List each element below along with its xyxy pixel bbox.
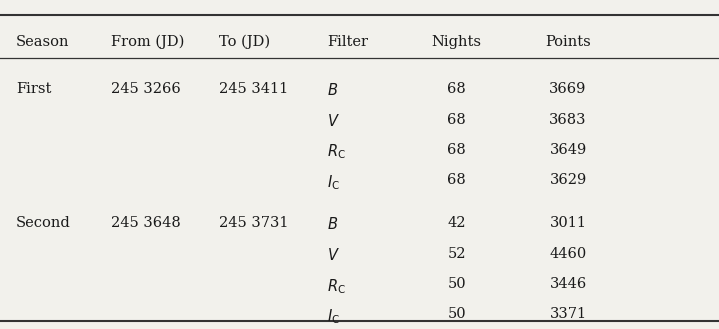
Text: 3011: 3011 bbox=[549, 216, 587, 231]
Text: Second: Second bbox=[16, 216, 70, 231]
Text: 50: 50 bbox=[447, 277, 466, 291]
Text: $V$: $V$ bbox=[327, 247, 340, 263]
Text: Filter: Filter bbox=[327, 35, 368, 49]
Text: 3371: 3371 bbox=[549, 307, 587, 321]
Text: $V$: $V$ bbox=[327, 113, 340, 129]
Text: 3629: 3629 bbox=[549, 173, 587, 187]
Text: 42: 42 bbox=[447, 216, 466, 231]
Text: $B$: $B$ bbox=[327, 82, 338, 98]
Text: $I_\mathrm{C}$: $I_\mathrm{C}$ bbox=[327, 307, 340, 326]
Text: 245 3266: 245 3266 bbox=[111, 82, 181, 96]
Text: 68: 68 bbox=[447, 173, 466, 187]
Text: $I_\mathrm{C}$: $I_\mathrm{C}$ bbox=[327, 173, 340, 192]
Text: 3669: 3669 bbox=[549, 82, 587, 96]
Text: $B$: $B$ bbox=[327, 216, 338, 233]
Text: First: First bbox=[16, 82, 51, 96]
Text: From (JD): From (JD) bbox=[111, 35, 185, 49]
Text: Points: Points bbox=[545, 35, 591, 49]
Text: 245 3731: 245 3731 bbox=[219, 216, 289, 231]
Text: Season: Season bbox=[16, 35, 69, 49]
Text: 245 3648: 245 3648 bbox=[111, 216, 181, 231]
Text: 68: 68 bbox=[447, 82, 466, 96]
Text: 4460: 4460 bbox=[549, 247, 587, 261]
Text: 3683: 3683 bbox=[549, 113, 587, 127]
Text: 245 3411: 245 3411 bbox=[219, 82, 288, 96]
Text: 68: 68 bbox=[447, 113, 466, 127]
Text: 3446: 3446 bbox=[549, 277, 587, 291]
Text: 50: 50 bbox=[447, 307, 466, 321]
Text: $R_\mathrm{C}$: $R_\mathrm{C}$ bbox=[327, 143, 346, 162]
Text: Nights: Nights bbox=[431, 35, 482, 49]
Text: 52: 52 bbox=[447, 247, 466, 261]
Text: 3649: 3649 bbox=[549, 143, 587, 157]
Text: To (JD): To (JD) bbox=[219, 35, 270, 49]
Text: 68: 68 bbox=[447, 143, 466, 157]
Text: $R_\mathrm{C}$: $R_\mathrm{C}$ bbox=[327, 277, 346, 296]
